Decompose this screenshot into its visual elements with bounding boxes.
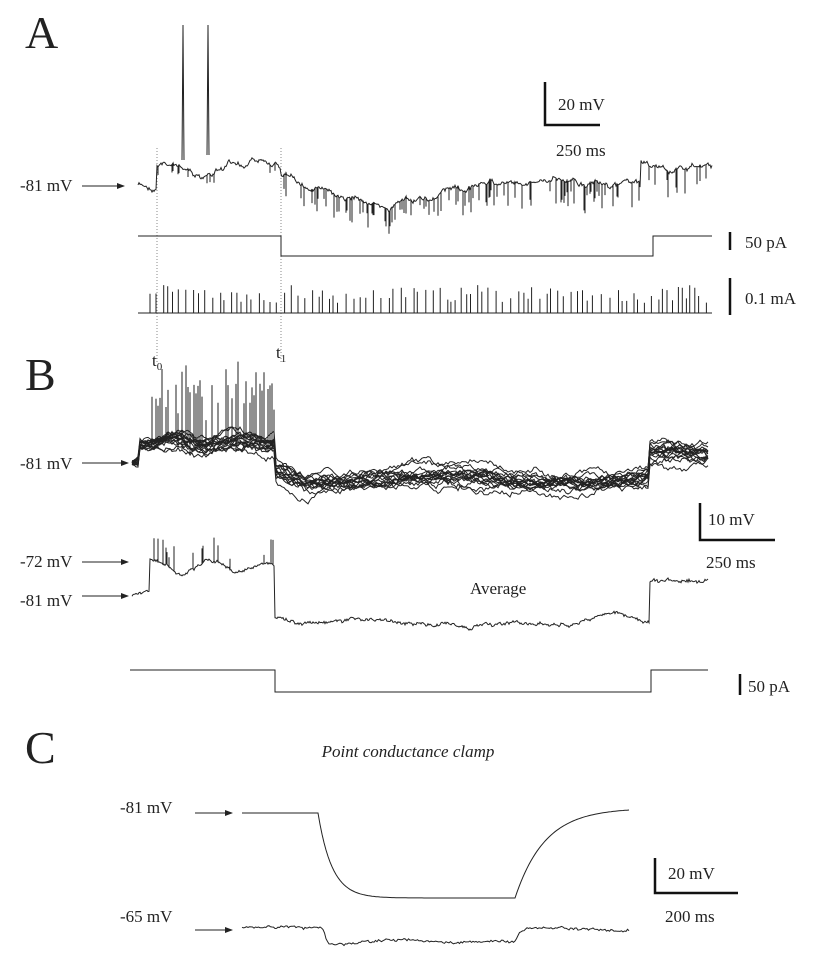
- trace: [241, 925, 630, 947]
- scale-label: 50 pA: [748, 677, 791, 696]
- current-step: [138, 235, 712, 257]
- panel-label: B: [25, 349, 56, 400]
- time-sub: 1: [281, 353, 287, 365]
- potential-label: -81 mV: [20, 454, 73, 473]
- potential-label: -81 mV: [20, 591, 73, 610]
- trace: [131, 389, 709, 495]
- trace: [137, 156, 713, 234]
- scale-bar: [653, 858, 738, 895]
- time-sub: 0: [157, 361, 163, 373]
- trace: [131, 537, 709, 631]
- trace: [131, 392, 709, 489]
- panel-label: C: [25, 722, 56, 773]
- time-label: t0: [152, 351, 163, 373]
- scale-label: 200 ms: [665, 907, 715, 926]
- potential-label: -81 mV: [120, 798, 173, 817]
- trace: [242, 809, 630, 899]
- average-label: Average: [470, 579, 526, 598]
- scale-label: 20 mV: [668, 864, 715, 883]
- trace: [138, 285, 712, 314]
- scale-bar: [543, 82, 600, 127]
- scale-label: 50 pA: [745, 233, 788, 252]
- trace: [181, 24, 210, 161]
- scale-label: 250 ms: [556, 141, 606, 160]
- trace: [131, 381, 709, 493]
- trace: [131, 368, 709, 501]
- potential-label: -65 mV: [120, 907, 173, 926]
- time-label: t: [276, 343, 281, 362]
- trace: [131, 372, 709, 491]
- trace: [131, 387, 709, 490]
- potential-label: -81 mV: [20, 176, 73, 195]
- potential-label: -72 mV: [20, 552, 73, 571]
- scale-label: 0.1 mA: [745, 289, 797, 308]
- time-label: t: [152, 351, 157, 370]
- scale-label: 250 ms: [706, 553, 756, 572]
- scale-label: 20 mV: [558, 95, 605, 114]
- panel-title: Point conductance clamp: [321, 742, 495, 761]
- scale-bar: [698, 503, 775, 542]
- panel-label: A: [25, 7, 58, 58]
- scale-label: 10 mV: [708, 510, 755, 529]
- trace: [131, 385, 709, 491]
- time-label: t1: [276, 343, 286, 365]
- current-step: [130, 669, 708, 693]
